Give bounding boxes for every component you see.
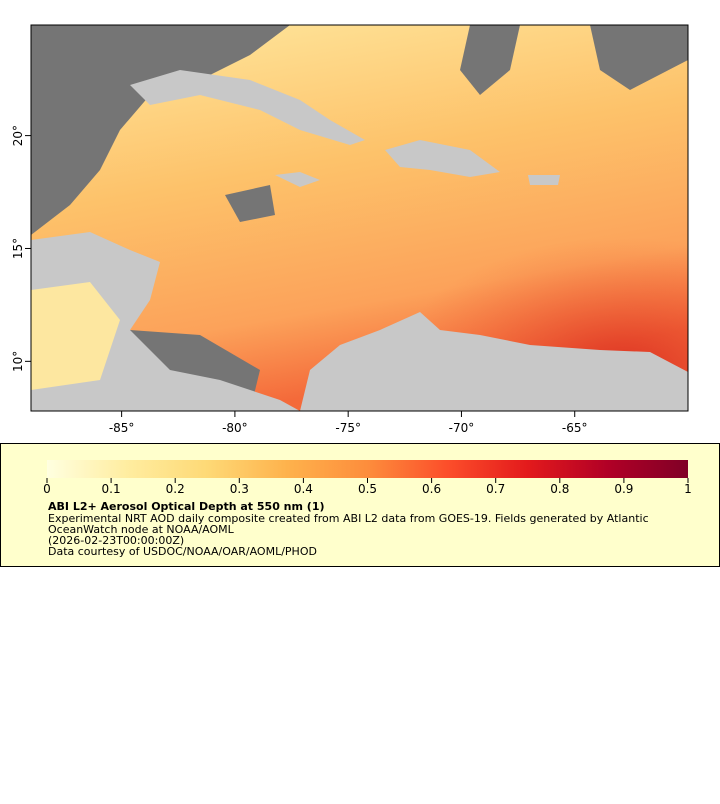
colorbar-tick-label: 1 bbox=[684, 482, 692, 496]
map-image bbox=[31, 25, 688, 411]
colorbar-tick-label: 0.1 bbox=[102, 482, 121, 496]
x-tick-label: -70° bbox=[449, 421, 475, 435]
colorbar-tick-label: 0.5 bbox=[358, 482, 377, 496]
colorbar-tick-label: 0.8 bbox=[550, 482, 569, 496]
x-tick-label: -85° bbox=[109, 421, 135, 435]
legend-line: OceanWatch node at NOAA/AOML bbox=[48, 523, 235, 536]
legend-title: ABI L2+ Aerosol Optical Depth at 550 nm … bbox=[48, 500, 325, 513]
legend-line: (2026-02-23T00:00:00Z) bbox=[48, 534, 184, 547]
colorbar-tick-label: 0.7 bbox=[486, 482, 505, 496]
legend-line: Data courtesy of USDOC/NOAA/OAR/AOML/PHO… bbox=[48, 545, 317, 558]
map-frame bbox=[30, 24, 689, 412]
colorbar-tick-label: 0.2 bbox=[166, 482, 185, 496]
y-tick-label: 20° bbox=[11, 125, 25, 146]
x-tick-label: -75° bbox=[335, 421, 361, 435]
y-tick-label: 15° bbox=[11, 238, 25, 259]
colorbar-tick-label: 0.4 bbox=[294, 482, 313, 496]
x-tick-label: -65° bbox=[562, 421, 588, 435]
colorbar-tick-label: 0.3 bbox=[230, 482, 249, 496]
legend-line: Experimental NRT AOD daily composite cre… bbox=[48, 512, 649, 525]
colorbar bbox=[47, 460, 688, 478]
y-tick-label: 10° bbox=[11, 351, 25, 372]
x-tick-label: -80° bbox=[222, 421, 248, 435]
colorbar-tick-label: 0.6 bbox=[422, 482, 441, 496]
colorbar-tick-label: 0.9 bbox=[614, 482, 633, 496]
colorbar-tick-label: 0 bbox=[43, 482, 51, 496]
